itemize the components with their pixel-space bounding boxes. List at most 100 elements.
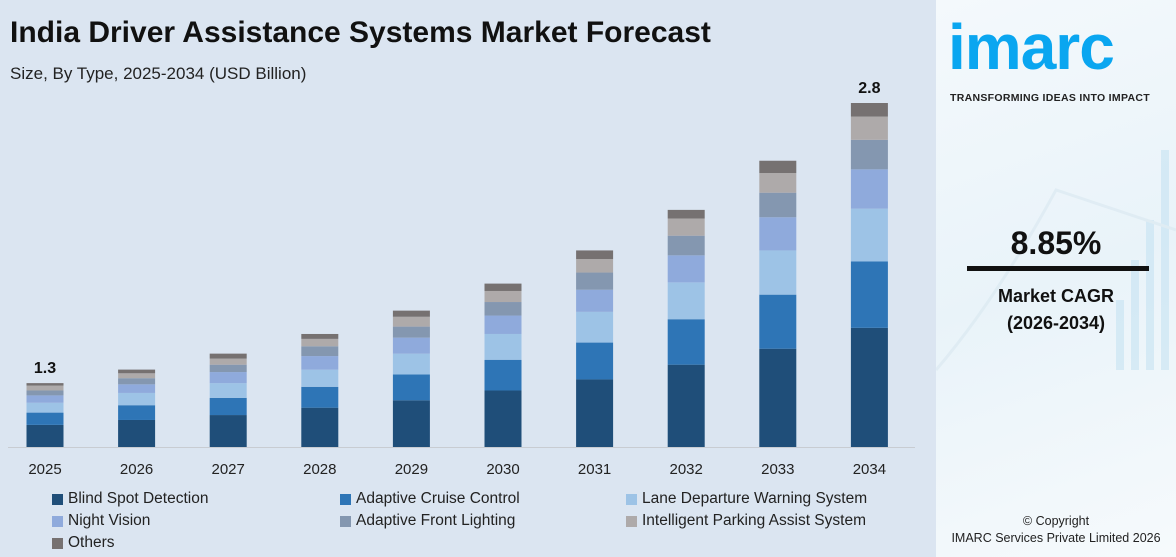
bar-segment	[484, 283, 522, 291]
chart-subtitle: Size, By Type, 2025-2034 (USD Billion)	[10, 64, 307, 83]
bar-segment	[667, 319, 705, 365]
chart-panel: India Driver Assistance Systems Market F…	[8, 16, 915, 552]
bar-segment	[118, 384, 156, 393]
bar-segment	[576, 311, 614, 343]
legend-item: Lane Departure Warning System	[626, 490, 867, 508]
bar-segment	[759, 192, 797, 218]
bar-segment	[209, 397, 247, 416]
bar-segment	[850, 261, 888, 328]
bar-segment	[484, 315, 522, 334]
legend-label: Adaptive Cruise Control	[356, 490, 520, 507]
legend-item: Adaptive Front Lighting	[340, 512, 515, 530]
bar-segment	[759, 173, 797, 193]
copyright: © Copyright IMARC Services Private Limit…	[936, 513, 1176, 547]
x-tick-label: 2031	[578, 461, 611, 478]
bar-segment	[26, 395, 64, 403]
bar-segment	[576, 379, 614, 447]
bar-segment	[576, 250, 614, 260]
legend-swatch	[340, 493, 351, 505]
data-label: 1.3	[34, 360, 56, 377]
bar-segment	[301, 346, 339, 357]
bar-segment	[209, 364, 247, 373]
x-tick-label: 2033	[761, 461, 794, 478]
bar-segment	[667, 209, 705, 219]
legend-item: Blind Spot Detection	[52, 490, 208, 508]
cagr-period: (2026-2034)	[1006, 313, 1106, 333]
x-tick-label: 2025	[28, 461, 61, 478]
x-tick-label: 2034	[853, 461, 886, 478]
bar-segment	[301, 386, 339, 408]
bar-segment	[576, 259, 614, 273]
legend-label: Others	[68, 534, 115, 551]
bar-segment	[209, 383, 247, 398]
bar-segment	[301, 369, 339, 387]
bar-segment	[118, 378, 156, 385]
legend-label: Blind Spot Detection	[68, 490, 209, 507]
bar-segment	[118, 392, 156, 406]
bar-segment	[667, 282, 705, 320]
legend-item: Intelligent Parking Assist System	[626, 512, 866, 530]
bar-segment	[484, 359, 522, 391]
chart-title: India Driver Assistance Systems Market F…	[10, 16, 711, 49]
bar-segment	[759, 294, 797, 349]
bar-segment	[484, 333, 522, 360]
cagr-value: 8.85%	[1010, 225, 1102, 261]
bar-segment	[26, 402, 64, 413]
legend-item: Night Vision	[52, 512, 150, 530]
bar-segment	[209, 372, 247, 384]
stacked-bar-chart: 2025 1.3 2026 2027 2028 2029 2030 2031 2032 2033 2…	[8, 80, 915, 478]
legend-swatch	[340, 515, 351, 527]
imarc-logo: imarc	[948, 11, 1115, 83]
legend-item: Adaptive Cruise Control	[340, 490, 520, 508]
bar-segment	[850, 169, 888, 209]
legend-item: Others	[52, 534, 115, 552]
bar-segment	[392, 316, 430, 327]
bar-segment	[301, 338, 339, 347]
bar-segment	[759, 217, 797, 251]
legend-swatch	[52, 493, 63, 505]
legend-swatch	[626, 515, 637, 527]
bar-segment	[301, 356, 339, 370]
bar-segment	[392, 326, 430, 338]
bar-segment	[850, 116, 888, 140]
company-name: IMARC Services Private Limited 2026	[951, 531, 1161, 545]
bar-segment	[26, 390, 64, 396]
bar-segment	[850, 103, 888, 117]
bar-segment	[118, 373, 156, 379]
x-tick-label: 2026	[120, 461, 153, 478]
x-tick-label: 2030	[486, 461, 519, 478]
bar-segment	[301, 407, 339, 447]
bar-segment	[392, 400, 430, 447]
x-tick-label: 2027	[212, 461, 245, 478]
bar-segment	[209, 415, 247, 447]
background-chart-image	[936, 150, 1176, 371]
cagr-label-text: Market CAGR	[997, 286, 1115, 306]
bar-segment	[26, 385, 64, 391]
legend-label: Night Vision	[68, 512, 151, 529]
data-label: 2.8	[858, 80, 880, 97]
legend-label: Intelligent Parking Assist System	[642, 512, 866, 529]
bar-segment	[850, 139, 888, 170]
bar-segment	[118, 405, 156, 420]
bar-segment	[392, 337, 430, 354]
info-sidebar: imarc TRANSFORMING IDEAS INTO IMPACT 8.8…	[936, 0, 1176, 557]
bar-segment	[118, 419, 156, 447]
bar-segment	[850, 327, 888, 447]
bar-segment	[667, 218, 705, 236]
tagline: TRANSFORMING IDEAS INTO IMPACT	[950, 92, 1150, 104]
bar-segment	[484, 302, 522, 316]
bar-segment	[484, 290, 522, 303]
bar-segment	[484, 390, 522, 447]
bar-segment	[209, 358, 247, 365]
x-tick-label: 2028	[303, 461, 336, 478]
legend-swatch	[626, 493, 637, 505]
copyright-text: © Copyright	[1022, 514, 1090, 528]
bar-segment	[667, 235, 705, 256]
legend-swatch	[52, 515, 63, 527]
bar-segment	[850, 208, 888, 262]
legend-swatch	[52, 537, 63, 549]
bar-segment	[667, 255, 705, 283]
bar-segment	[301, 333, 339, 339]
bar-segment	[26, 412, 64, 425]
bar-segment	[209, 353, 247, 359]
